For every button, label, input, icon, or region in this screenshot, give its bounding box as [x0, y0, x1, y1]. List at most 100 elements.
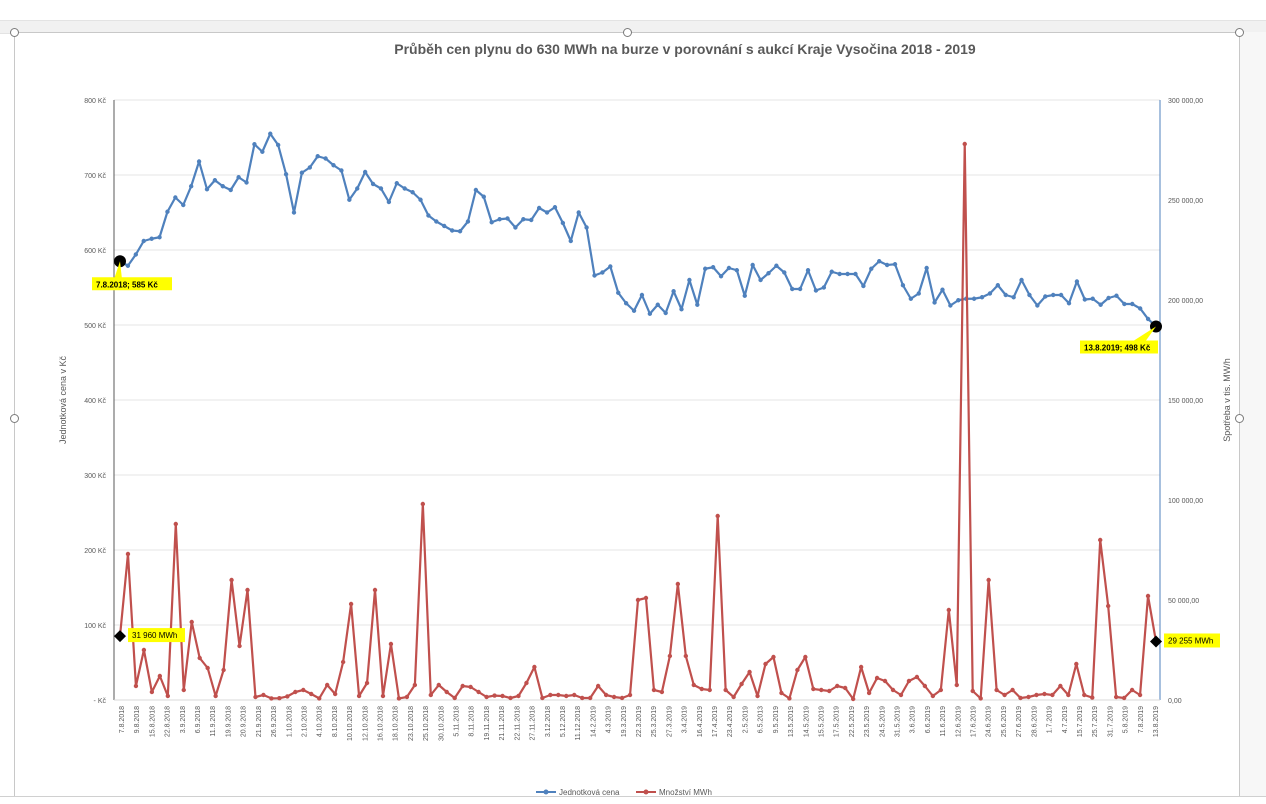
- quantity-point: [771, 654, 776, 660]
- quantity-point: [572, 692, 577, 698]
- price-point: [434, 219, 439, 224]
- quantity-point: [404, 694, 410, 700]
- quantity-point: [500, 693, 505, 699]
- series-layer: [117, 131, 1159, 702]
- quantity-point: [643, 595, 649, 601]
- price-point: [236, 175, 241, 180]
- quantity-point: [970, 688, 975, 694]
- quantity-first-marker: [114, 630, 126, 643]
- x-tick-label: 19.11.2018: [484, 706, 491, 741]
- quantity-point: [715, 513, 720, 519]
- quantity-point: [930, 693, 936, 699]
- quantity-point: [293, 689, 298, 695]
- quantity-point: [611, 694, 617, 700]
- quantity-point: [484, 694, 489, 700]
- callout-pointer: [1134, 326, 1156, 341]
- price-point: [181, 202, 186, 208]
- callout-box: [1164, 633, 1220, 648]
- quantity-point: [452, 695, 457, 701]
- quantity-point: [731, 694, 736, 700]
- price-point: [758, 277, 763, 283]
- price-point: [386, 199, 392, 205]
- price-point: [1058, 292, 1064, 298]
- annotation-layer: 7.8.2018; 585 Kč 13.8.2019; 498 Kč 31 960 …: [92, 255, 1220, 648]
- x-tick-label: 3.4.2019: [682, 706, 689, 733]
- x-tick-label: 8.10.2018: [332, 706, 339, 737]
- price-point: [497, 217, 502, 222]
- price-point: [940, 287, 945, 292]
- quantity-point: [978, 696, 983, 701]
- price-point: [766, 271, 771, 276]
- quantity-point: [237, 643, 242, 649]
- price-point: [782, 270, 787, 275]
- price-point: [845, 271, 850, 277]
- x-tick-label: 4.7.2019: [1062, 706, 1069, 733]
- quantity-point: [1105, 603, 1111, 609]
- quantity-point: [245, 587, 250, 593]
- price-point: [924, 265, 929, 271]
- price-point: [544, 210, 550, 215]
- legend-marker-quantity: [643, 789, 649, 795]
- x-tick-label: 24.6.2019: [986, 706, 993, 737]
- gridlines: [114, 99, 1160, 626]
- x-axis-tick-labels: 7.8.2018 9.8.2018 15.8.2018 22.8.2018 3.9.20…: [119, 706, 1160, 741]
- chart-title: Průběh cen plynu do 630 MWh na burze v p…: [394, 41, 976, 57]
- right-tick-label: 50 000,00: [1168, 598, 1199, 605]
- x-tick-label: 27.11.2018: [530, 706, 537, 741]
- quantity-point: [173, 521, 178, 527]
- price-point: [402, 186, 407, 191]
- price-point: [853, 271, 858, 277]
- quantity-point: [667, 653, 673, 659]
- price-point: [513, 225, 518, 230]
- x-tick-label: 6.6.2019: [925, 706, 932, 733]
- resize-handle-top-center[interactable]: [623, 28, 632, 37]
- x-tick-label: 17.4.2019: [712, 706, 719, 737]
- legend-marker-price: [543, 789, 549, 795]
- quantity-point: [205, 665, 210, 671]
- quantity-point: [1026, 694, 1031, 700]
- callout-pointer: [114, 261, 122, 280]
- quantity-point: [1098, 537, 1103, 543]
- quantity-point: [587, 695, 593, 701]
- resize-handle-top-right[interactable]: [1235, 28, 1244, 37]
- price-point: [821, 285, 827, 290]
- quantity-point: [882, 678, 888, 684]
- price-point: [307, 165, 313, 170]
- quantity-point: [301, 687, 306, 693]
- price-point: [529, 217, 534, 223]
- price-point: [133, 252, 139, 257]
- price-point: [797, 286, 803, 292]
- price-point: [1114, 293, 1119, 298]
- x-tick-label: 9.8.2018: [134, 706, 141, 733]
- price-point: [592, 273, 597, 278]
- price-point: [1019, 277, 1024, 283]
- price-point: [884, 262, 890, 268]
- resize-handle-middle-right[interactable]: [1235, 414, 1244, 423]
- price-point: [125, 263, 131, 268]
- resize-handle-middle-left[interactable]: [10, 414, 19, 423]
- price-point: [908, 296, 914, 301]
- x-tick-label: 19.9.2018: [225, 706, 232, 737]
- left-tick-label: 400 Kč: [84, 398, 106, 405]
- quantity-point: [787, 696, 792, 701]
- price-point: [987, 291, 993, 296]
- x-tick-label: 10.10.2018: [347, 706, 354, 741]
- x-tick-label: 27.6.2019: [1016, 706, 1023, 737]
- quantity-point: [619, 695, 625, 701]
- x-tick-label: 11.6.2019: [940, 706, 947, 737]
- x-tick-label: 23.10.2018: [408, 706, 415, 741]
- price-point: [837, 271, 842, 277]
- x-tick-label: 28.6.2019: [1031, 706, 1038, 737]
- quantity-point: [1066, 692, 1071, 698]
- price-point: [916, 291, 921, 296]
- quantity-point: [340, 659, 346, 665]
- x-tick-label: 3.12.2018: [545, 706, 552, 737]
- quantity-point: [1113, 694, 1119, 700]
- quantity-point: [962, 141, 967, 147]
- price-point: [362, 169, 368, 175]
- quantity-point: [1042, 691, 1047, 697]
- price-point: [623, 301, 629, 306]
- price-point: [679, 307, 684, 312]
- resize-handle-top-left[interactable]: [10, 28, 19, 37]
- price-point: [1050, 292, 1056, 298]
